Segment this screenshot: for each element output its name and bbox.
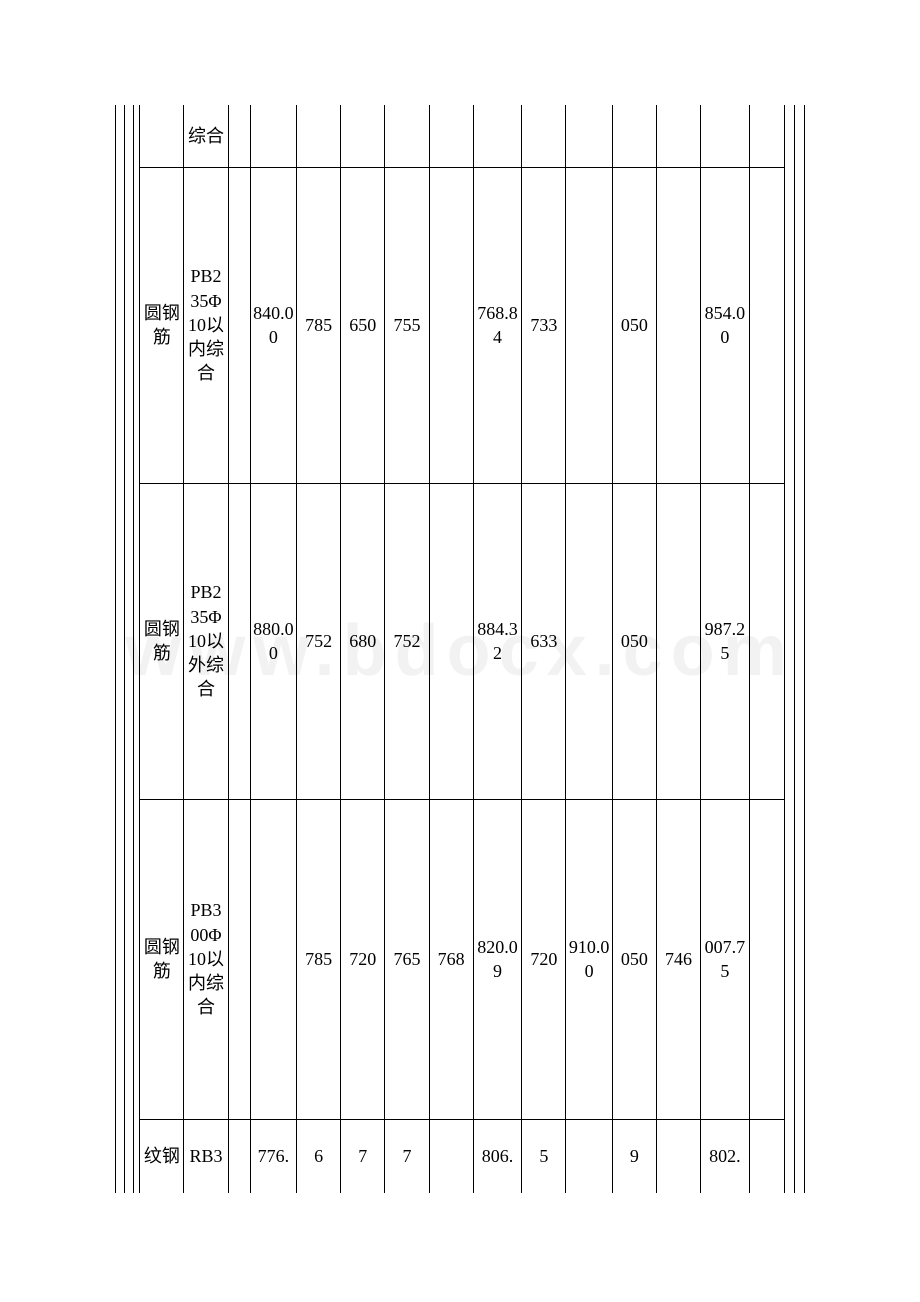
data-cell: 680 — [341, 483, 385, 799]
data-cell: 785 — [297, 799, 341, 1119]
data-table-container: 综合 圆钢筋 PB235Φ10以内综合 840.00 785 650 755 7… — [115, 105, 805, 1193]
data-cell — [297, 105, 341, 167]
data-cell: 806. — [473, 1119, 522, 1193]
name-cell — [140, 105, 184, 167]
spacer-cell — [749, 167, 784, 483]
data-cell — [522, 105, 566, 167]
data-cell — [612, 105, 656, 167]
data-cell: 987.25 — [701, 483, 750, 799]
data-cell — [228, 167, 250, 483]
spec-cell: RB3 — [184, 1119, 228, 1193]
data-cell: 910.00 — [566, 799, 612, 1119]
data-cell — [701, 105, 750, 167]
data-cell — [566, 1119, 612, 1193]
data-cell: 752 — [385, 483, 429, 799]
name-cell: 纹钢 — [140, 1119, 184, 1193]
table-row: 圆钢筋 PB235Φ10以内综合 840.00 785 650 755 768.… — [116, 167, 805, 483]
data-cell: 050 — [612, 167, 656, 483]
data-table: 综合 圆钢筋 PB235Φ10以内综合 840.00 785 650 755 7… — [115, 105, 805, 1193]
data-cell — [566, 167, 612, 483]
data-cell — [429, 1119, 473, 1193]
data-cell: 802. — [701, 1119, 750, 1193]
data-cell: 050 — [612, 483, 656, 799]
table-row: 综合 — [116, 105, 805, 167]
data-cell: 720 — [341, 799, 385, 1119]
data-cell: 007.75 — [701, 799, 750, 1119]
data-cell: 765 — [385, 799, 429, 1119]
data-cell — [228, 105, 250, 167]
table-row: 纹钢 RB3 776. 6 7 7 806. 5 9 802. — [116, 1119, 805, 1193]
data-cell: 6 — [297, 1119, 341, 1193]
table-row: 圆钢筋 PB235Φ10以外综合 880.00 752 680 752 884.… — [116, 483, 805, 799]
data-cell — [656, 167, 700, 483]
data-cell: 776. — [250, 1119, 296, 1193]
data-cell — [429, 167, 473, 483]
data-cell — [385, 105, 429, 167]
data-cell: 7 — [385, 1119, 429, 1193]
data-cell: 752 — [297, 483, 341, 799]
name-cell: 圆钢筋 — [140, 483, 184, 799]
spacer-cell — [749, 105, 784, 167]
data-cell — [656, 1119, 700, 1193]
data-cell: 854.00 — [701, 167, 750, 483]
data-cell — [566, 483, 612, 799]
data-cell — [473, 105, 522, 167]
spec-cell: PB300Φ10以内综合 — [184, 799, 228, 1119]
data-cell — [228, 483, 250, 799]
data-cell: 840.00 — [250, 167, 296, 483]
data-cell — [429, 483, 473, 799]
data-cell: 650 — [341, 167, 385, 483]
name-cell: 圆钢筋 — [140, 799, 184, 1119]
data-cell — [656, 483, 700, 799]
data-cell: 733 — [522, 167, 566, 483]
data-cell: 820.09 — [473, 799, 522, 1119]
spacer-cell — [124, 105, 133, 1193]
data-cell — [228, 799, 250, 1119]
data-cell: 755 — [385, 167, 429, 483]
spacer-cell — [116, 105, 125, 1193]
data-cell: 9 — [612, 1119, 656, 1193]
table-row: 圆钢筋 PB300Φ10以内综合 785 720 765 768 820.09 … — [116, 799, 805, 1119]
data-cell — [429, 105, 473, 167]
data-cell: 884.32 — [473, 483, 522, 799]
name-cell: 圆钢筋 — [140, 167, 184, 483]
data-cell: 633 — [522, 483, 566, 799]
data-cell — [656, 105, 700, 167]
data-cell: 050 — [612, 799, 656, 1119]
data-cell: 746 — [656, 799, 700, 1119]
data-cell — [250, 799, 296, 1119]
data-cell: 720 — [522, 799, 566, 1119]
spacer-cell — [794, 105, 804, 1193]
data-cell: 7 — [341, 1119, 385, 1193]
data-cell: 768 — [429, 799, 473, 1119]
spacer-cell — [749, 799, 784, 1119]
data-cell: 5 — [522, 1119, 566, 1193]
spacer-cell — [133, 105, 140, 1193]
spacer-cell — [749, 483, 784, 799]
spec-cell: 综合 — [184, 105, 228, 167]
data-cell — [566, 105, 612, 167]
spacer-cell — [785, 105, 795, 1193]
spec-cell: PB235Φ10以内综合 — [184, 167, 228, 483]
data-cell: 880.00 — [250, 483, 296, 799]
spec-cell: PB235Φ10以外综合 — [184, 483, 228, 799]
data-cell: 768.84 — [473, 167, 522, 483]
data-cell — [250, 105, 296, 167]
data-cell — [228, 1119, 250, 1193]
data-cell — [341, 105, 385, 167]
data-cell: 785 — [297, 167, 341, 483]
spacer-cell — [749, 1119, 784, 1193]
